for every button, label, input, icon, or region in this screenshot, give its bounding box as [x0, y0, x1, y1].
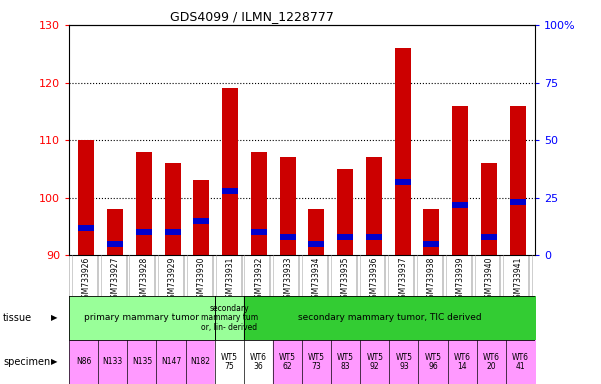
Bar: [424, 209, 439, 255]
Bar: [395, 179, 410, 184]
Bar: [194, 180, 209, 255]
Bar: [136, 152, 152, 255]
Bar: [165, 229, 180, 235]
Text: WT5
62: WT5 62: [279, 353, 296, 371]
Text: WT6
41: WT6 41: [512, 353, 529, 371]
Bar: [308, 209, 325, 255]
Text: WT5
75: WT5 75: [221, 353, 238, 371]
Bar: [366, 157, 382, 255]
Text: secondary
mammary tum
or, lin- derived: secondary mammary tum or, lin- derived: [201, 304, 258, 332]
Bar: [424, 241, 439, 247]
Bar: [366, 234, 382, 240]
Bar: [136, 229, 152, 235]
Text: WT5
93: WT5 93: [395, 353, 412, 371]
Bar: [337, 234, 353, 240]
Bar: [510, 199, 525, 205]
Bar: [79, 225, 94, 230]
Text: WT6
14: WT6 14: [454, 353, 471, 371]
Bar: [107, 241, 123, 247]
Bar: [251, 152, 267, 255]
Text: WT6
20: WT6 20: [483, 353, 499, 371]
Bar: [222, 188, 238, 194]
Text: N147: N147: [161, 358, 181, 366]
Text: WT6
36: WT6 36: [250, 353, 267, 371]
Text: ▶: ▶: [50, 313, 57, 322]
Bar: [222, 88, 238, 255]
Bar: [395, 48, 410, 255]
Text: secondary mammary tumor, TIC derived: secondary mammary tumor, TIC derived: [297, 313, 481, 322]
Text: N182: N182: [190, 358, 210, 366]
Bar: [279, 234, 296, 240]
Bar: [481, 234, 497, 240]
Text: N133: N133: [103, 358, 123, 366]
Bar: [251, 229, 267, 235]
Text: WT5
83: WT5 83: [337, 353, 354, 371]
Bar: [279, 157, 296, 255]
Bar: [194, 218, 209, 223]
Text: WT5
92: WT5 92: [366, 353, 383, 371]
Bar: [452, 106, 468, 255]
Text: specimen: specimen: [3, 357, 50, 367]
Text: primary mammary tumor: primary mammary tumor: [84, 313, 200, 322]
Text: tissue: tissue: [3, 313, 32, 323]
Text: ▶: ▶: [50, 358, 57, 366]
Text: N135: N135: [132, 358, 152, 366]
Bar: [107, 209, 123, 255]
Bar: [308, 241, 325, 247]
Bar: [337, 169, 353, 255]
Text: GDS4099 / ILMN_1228777: GDS4099 / ILMN_1228777: [171, 10, 334, 23]
Text: N86: N86: [76, 358, 91, 366]
Bar: [452, 202, 468, 207]
Bar: [481, 163, 497, 255]
Bar: [510, 106, 525, 255]
Text: WT5
73: WT5 73: [308, 353, 325, 371]
Text: WT5
96: WT5 96: [424, 353, 442, 371]
Bar: [79, 140, 94, 255]
Bar: [165, 163, 180, 255]
